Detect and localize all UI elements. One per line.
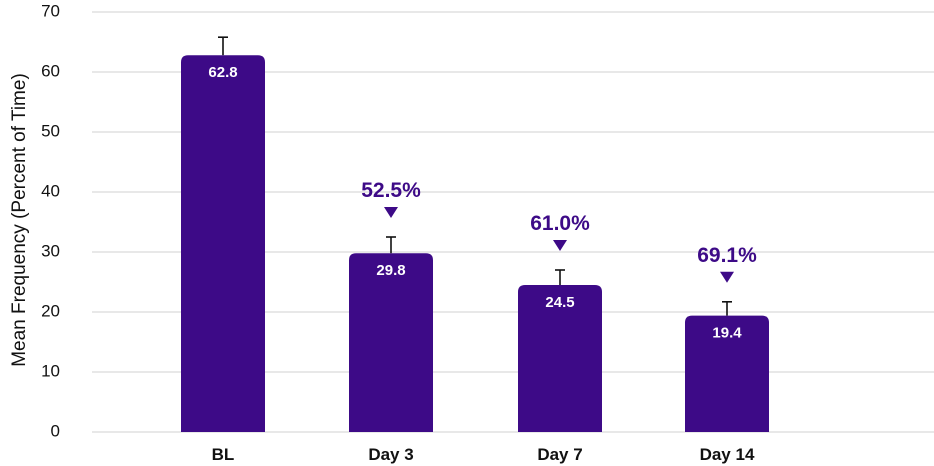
bar-value-labels: 62.8 29.8 24.5 19.4 [208, 64, 742, 341]
y-tick-label: 10 [41, 361, 60, 380]
y-tick-label: 70 [41, 1, 60, 20]
bar-4 [685, 315, 769, 432]
down-triangle-icon [553, 240, 567, 251]
down-triangle-icon [384, 207, 398, 218]
x-category-label: Day 3 [368, 445, 413, 464]
annotation-label: 69.1% [697, 244, 757, 267]
bars [181, 55, 769, 432]
y-tick-label: 0 [51, 421, 60, 440]
x-category-label: BL [212, 445, 235, 464]
annotation-3: 61.0% [530, 212, 590, 251]
error-bar-3 [555, 269, 565, 285]
annotation-4: 69.1% [697, 244, 757, 283]
bar-2 [349, 253, 433, 432]
bar-value-label: 24.5 [545, 294, 574, 311]
y-axis-title: Mean Frequency (Percent of Time) [9, 73, 30, 367]
y-tick-label: 20 [41, 301, 60, 320]
bar-value-label: 62.8 [208, 64, 237, 81]
y-tick-label: 60 [41, 61, 60, 80]
bar-3 [518, 285, 602, 432]
bar-value-label: 29.8 [376, 262, 405, 279]
annotations: 52.5% 61.0% 69.1% [361, 179, 757, 283]
bar-value-label: 19.4 [712, 325, 742, 342]
y-axis-ticks: 0 10 20 30 40 50 60 70 [41, 1, 60, 440]
error-bar-2 [386, 236, 396, 254]
x-category-label: Day 7 [537, 445, 582, 464]
annotation-label: 61.0% [530, 212, 590, 235]
down-triangle-icon [720, 271, 734, 283]
y-tick-label: 40 [41, 181, 60, 200]
error-bar-1 [218, 36, 228, 56]
error-bars [218, 36, 732, 316]
y-tick-label: 30 [41, 241, 60, 260]
bar-1 [181, 55, 265, 432]
annotation-label: 52.5% [361, 179, 421, 202]
annotation-2: 52.5% [361, 179, 421, 218]
y-tick-label: 50 [41, 121, 60, 140]
error-bar-4 [722, 300, 732, 316]
x-category-label: Day 14 [700, 445, 755, 464]
x-axis-categories: BL Day 3 Day 7 Day 14 [212, 445, 755, 464]
